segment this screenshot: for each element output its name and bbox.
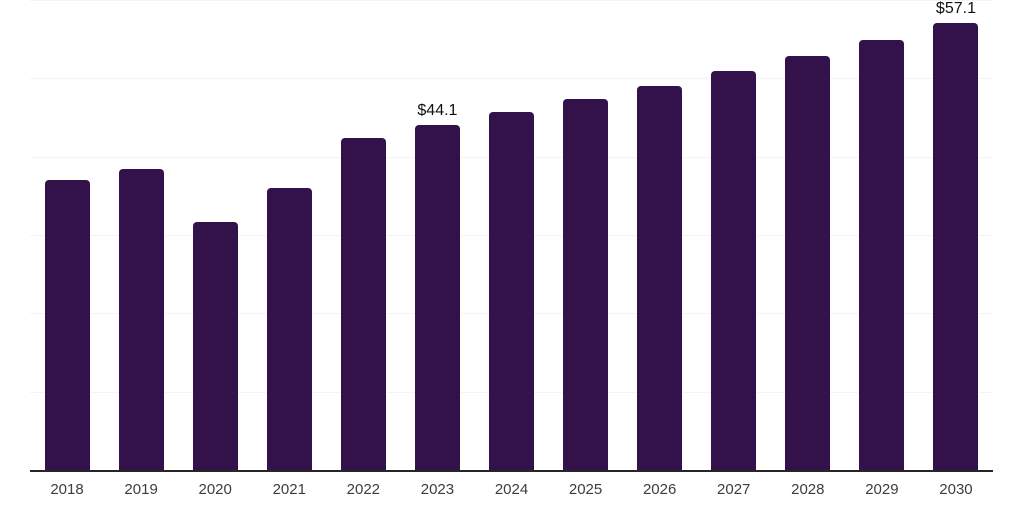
bar-2029 <box>859 39 905 470</box>
x-tick-label-2018: 2018 <box>50 481 84 498</box>
bar-2024 <box>489 112 534 470</box>
bar-2023 <box>414 124 460 470</box>
plot-area: $44.1 $57.1 <box>30 0 993 472</box>
x-tick-label-2028: 2028 <box>791 481 825 498</box>
gridline-50 <box>30 78 993 80</box>
bar-2027 <box>711 71 757 470</box>
x-tick-label-2019: 2019 <box>124 481 158 498</box>
gridline-60 <box>30 0 993 1</box>
bar-2019 <box>118 169 164 470</box>
x-tick-label-2021: 2021 <box>272 481 306 498</box>
bar-2030 <box>933 22 979 470</box>
bar-2028 <box>785 56 831 470</box>
x-tick-label-2022: 2022 <box>346 481 381 498</box>
bar-2022 <box>340 137 386 470</box>
x-tick-label-2024: 2024 <box>494 481 529 498</box>
bar-2025 <box>563 98 609 470</box>
x-tick-label-2030: 2030 <box>939 481 973 498</box>
x-tick-label-2029: 2029 <box>865 481 899 498</box>
value-label-2030: $57.1 <box>935 0 976 17</box>
bar-2020 <box>192 221 238 470</box>
x-tick-label-2023: 2023 <box>420 481 455 498</box>
value-label-2023: $44.1 <box>417 101 458 119</box>
x-tick-label-2027: 2027 <box>717 481 751 498</box>
bar-2018 <box>44 180 90 470</box>
x-tick-label-2026: 2026 <box>642 481 677 498</box>
bar-2021 <box>266 188 312 470</box>
bar-2026 <box>637 86 683 470</box>
x-tick-label-2020: 2020 <box>198 481 232 498</box>
x-axis-line <box>30 470 993 472</box>
x-axis-labels: 2018 2019 2020 2021 2022 2023 2024 2025 2026 2027… <box>30 480 993 502</box>
x-tick-label-2025: 2025 <box>568 481 603 498</box>
